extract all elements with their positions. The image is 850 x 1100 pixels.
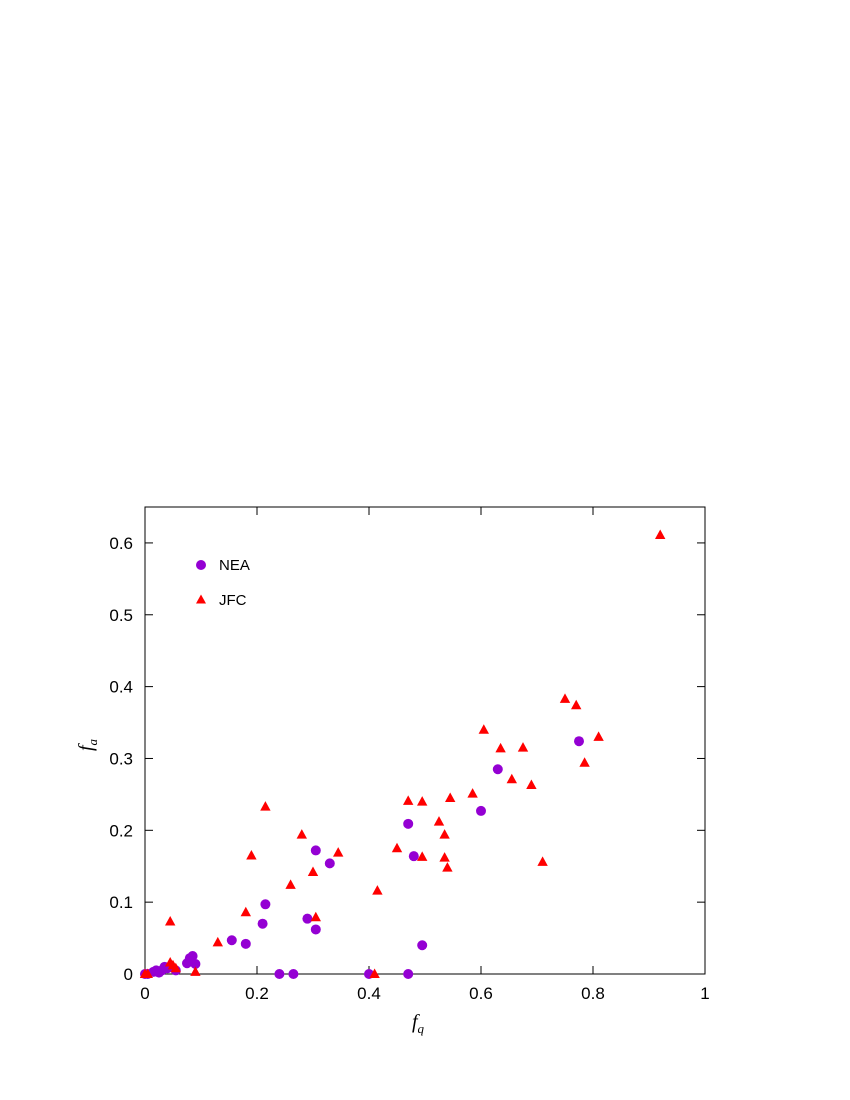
jfc-point [526,779,537,790]
nea-point [403,969,414,979]
nea-point [324,858,335,869]
x-tick-label: 0.6 [469,984,493,1003]
nea-point [288,969,299,979]
data-points [139,529,666,979]
jfc-point [442,862,453,872]
x-tick-label: 0 [140,984,149,1003]
jfc-point [170,962,181,973]
jfc-point [403,795,414,805]
jfc-point [537,856,548,866]
jfc-point [417,796,428,806]
x-axis-ticks: 0 0.2 0.4 0.6 0.8 1 [140,507,710,1003]
legend-marker-nea [196,560,206,570]
jfc-point [190,966,201,976]
jfc-point [445,792,456,802]
nea-point [310,924,321,935]
nea-point [257,918,268,929]
nea-point [260,899,271,910]
jfc-point [571,699,582,710]
nea-point [310,845,321,856]
nea-point [226,935,237,946]
jfc-point [391,842,403,853]
jfc-point [369,968,380,978]
jfc-point [495,742,506,753]
nea-point [274,969,285,979]
jfc-point [142,968,153,978]
y-tick-label: 0.5 [109,606,133,625]
x-tick-label: 0.8 [581,984,605,1003]
y-tick-label: 0.6 [109,534,133,553]
nea-point [302,913,313,924]
x-tick-label: 0.4 [357,984,381,1003]
nea-point [476,805,486,816]
x-tick-label: 0.2 [245,984,269,1003]
jfc-point [559,693,571,703]
jfc-point [517,742,529,752]
nea-point [408,851,419,862]
jfc-point [579,757,590,767]
y-tick-label: 0 [124,965,133,984]
jfc-point [307,866,319,876]
jfc-point [433,816,445,826]
jfc-point [260,801,271,811]
x-axis-label: fq [412,1011,425,1036]
y-tick-label: 0.3 [109,749,133,768]
jfc-point [506,773,517,784]
jfc-point [333,847,344,857]
x-tick-label: 1 [700,984,709,1003]
jfc-point [165,916,176,926]
y-tick-label: 0.4 [109,678,133,697]
jfc-point [478,724,489,734]
jfc-point [246,849,257,860]
jfc-point [439,852,450,862]
nea-point [492,764,503,775]
jfc-point [655,529,666,540]
legend-marker-jfc [196,594,206,604]
y-tick-label: 0.1 [109,893,133,912]
y-tick-label: 0.2 [109,821,133,840]
legend: NEA JFC [196,557,250,609]
nea-point [417,940,428,951]
jfc-point [593,731,604,741]
jfc-point [417,851,428,861]
nea-point [187,951,198,962]
plot-frame [144,506,706,975]
y-axis-label: fa [75,738,100,751]
nea-point [574,736,584,747]
jfc-point [372,885,383,895]
nea-point [240,938,251,949]
jfc-point [310,911,321,922]
jfc-point [296,829,307,839]
jfc-point [240,906,251,917]
jfc-point [467,788,478,798]
nea-point [403,818,414,829]
jfc-point [439,829,450,839]
nea-point [190,958,201,969]
legend-label-jfc: JFC [219,592,247,609]
legend-label-nea: NEA [219,557,250,574]
jfc-point [212,936,223,947]
jfc-point [285,879,296,889]
